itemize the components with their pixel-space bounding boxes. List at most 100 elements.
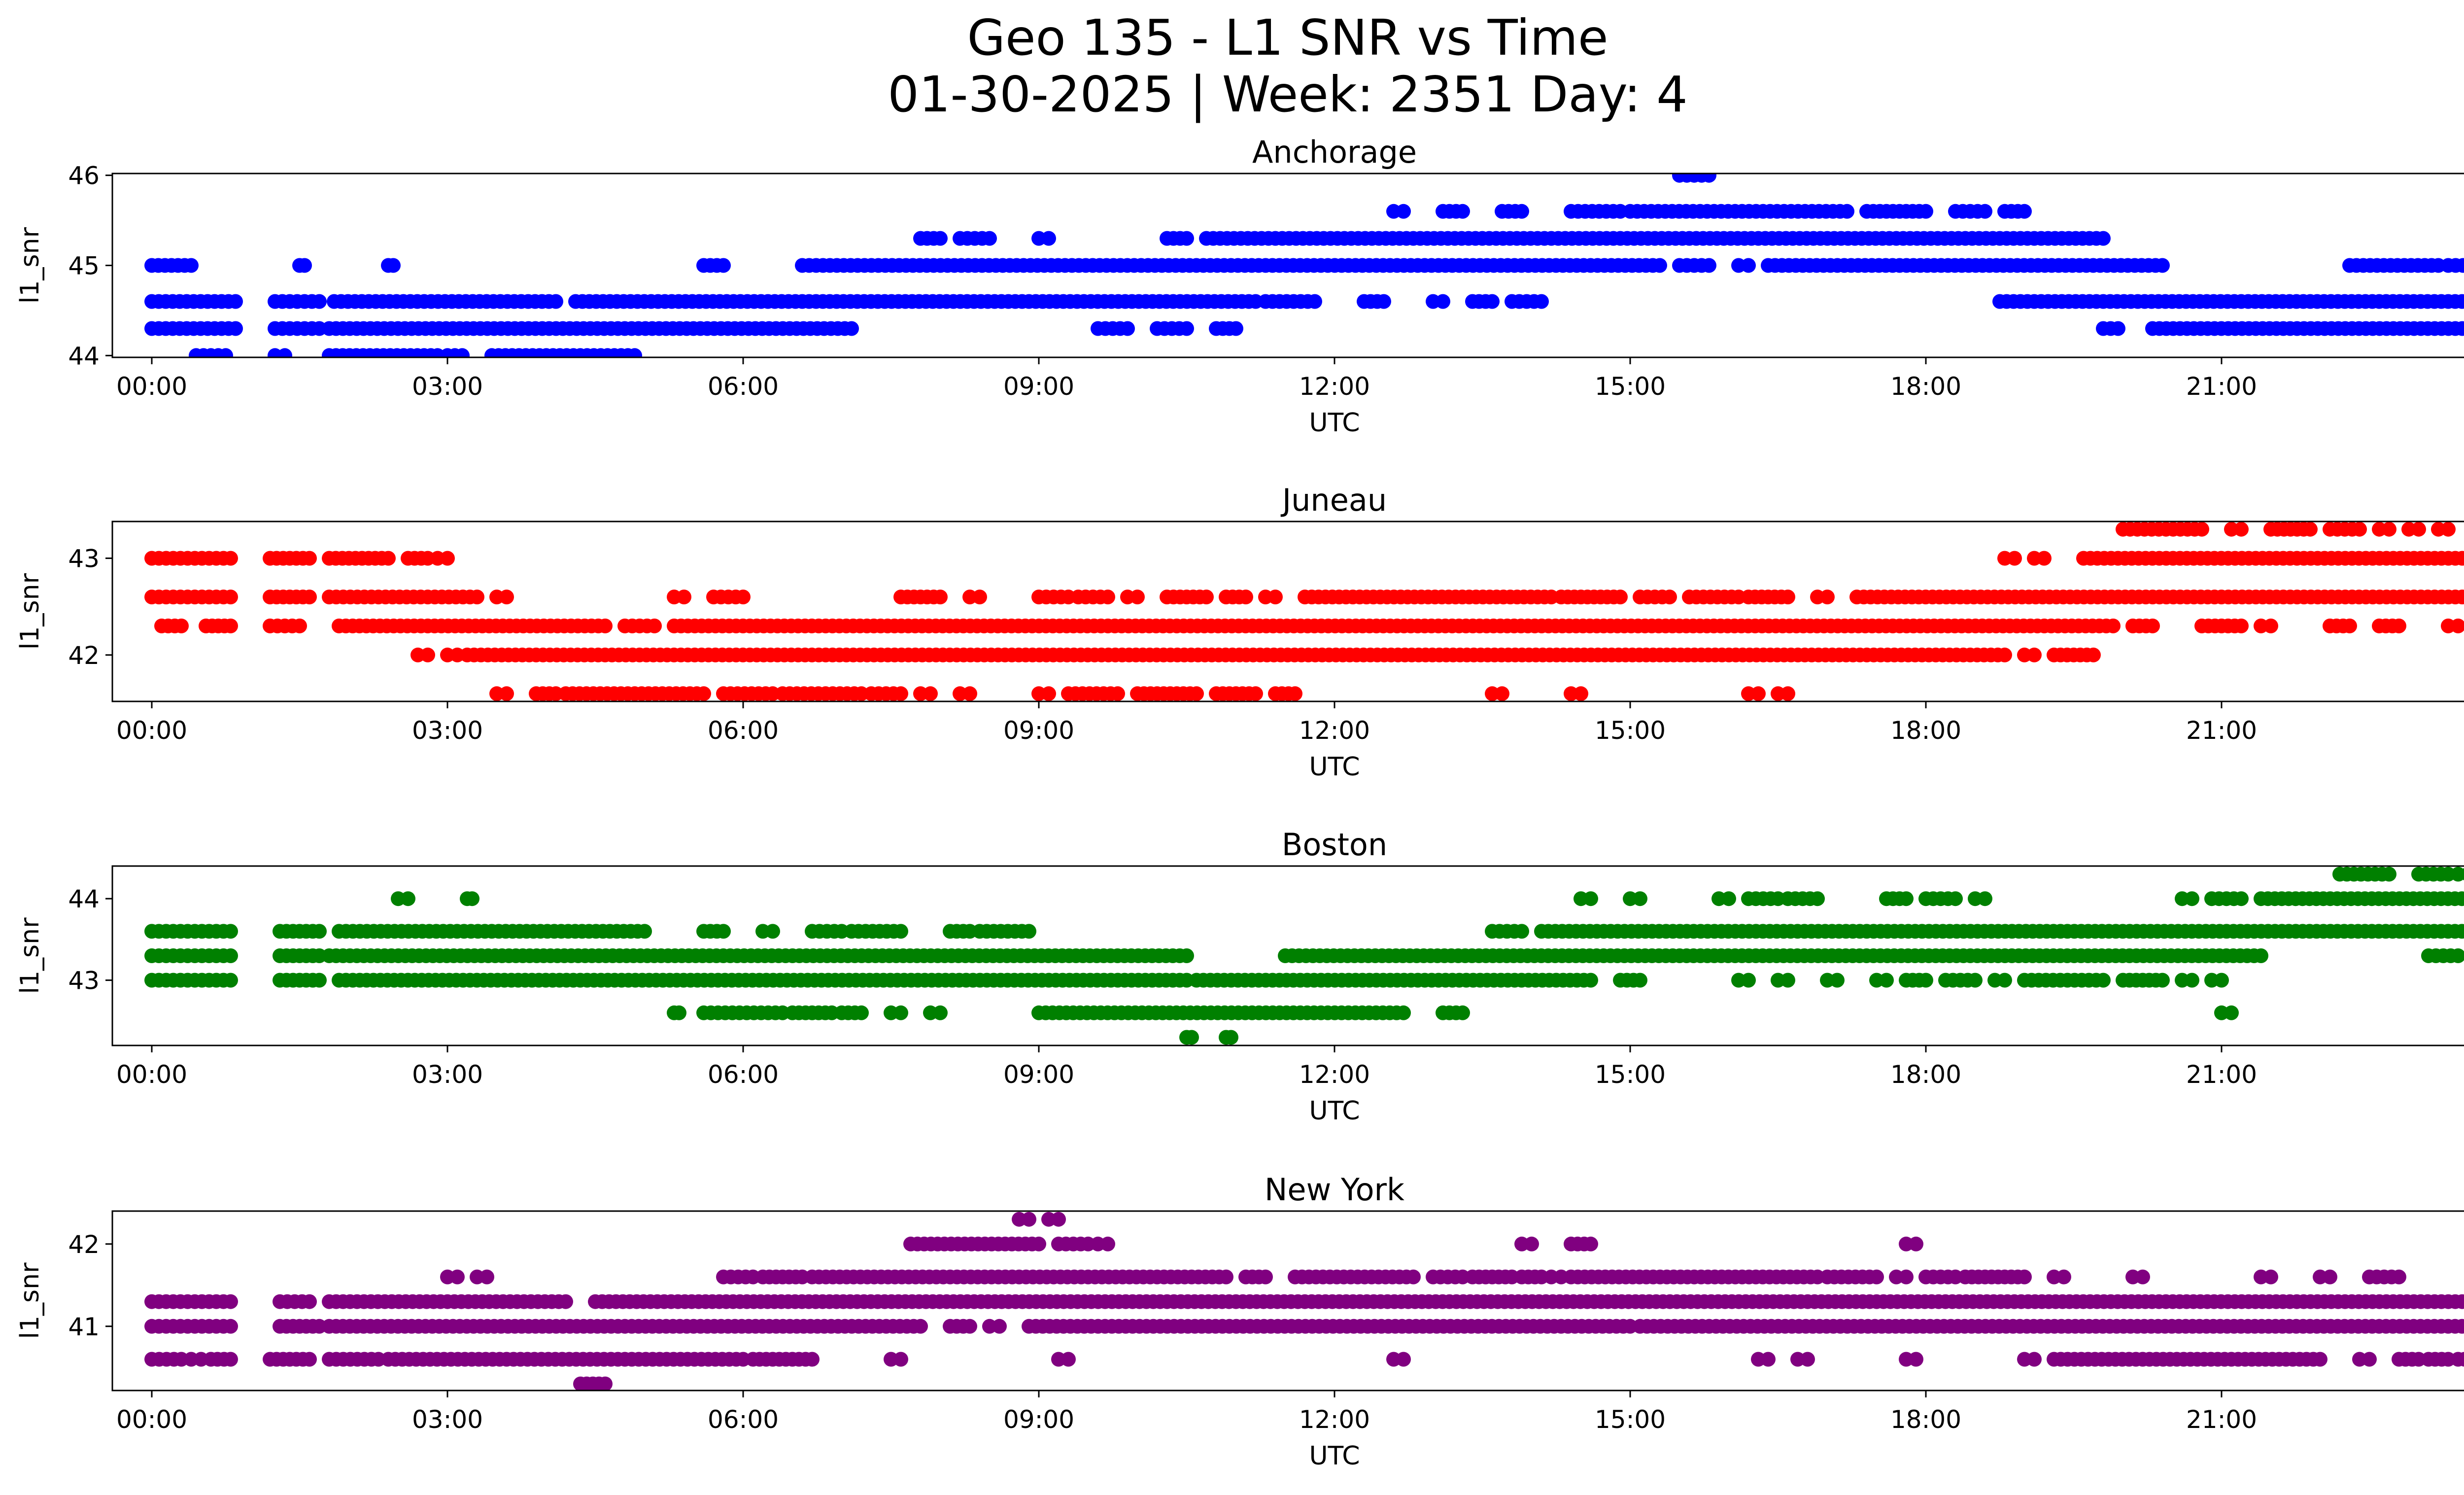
data-point <box>302 1352 317 1367</box>
chart-juneau-title: Juneau <box>1280 482 1387 518</box>
data-point <box>2455 551 2464 566</box>
data-point <box>2106 618 2121 633</box>
data-point <box>2313 1352 2327 1367</box>
chart-boston-level-42-6 <box>667 1005 2239 1020</box>
chart-boston-title: Boston <box>1282 827 1387 863</box>
chart-juneau-level-43-3 <box>2116 522 2456 537</box>
data-point <box>1022 1212 1036 1227</box>
data-point <box>297 258 312 273</box>
chart-new-york-title: New York <box>1265 1172 1404 1208</box>
data-point <box>558 1294 573 1309</box>
data-point <box>1702 174 1716 183</box>
data-point <box>933 231 948 246</box>
data-point <box>2342 618 2357 633</box>
data-point <box>2362 1352 2377 1367</box>
data-point <box>2263 1269 2278 1285</box>
data-point <box>1899 1269 1914 1285</box>
data-point <box>2454 924 2464 939</box>
data-point <box>1613 590 1628 605</box>
y-tick-label: 45 <box>68 252 100 280</box>
x-tick-label: 00:00 <box>116 1405 187 1434</box>
y-tick-label: 46 <box>68 162 100 190</box>
data-point <box>401 891 415 906</box>
x-tick-label: 00:00 <box>116 1060 187 1089</box>
chart-boston: Boston 00:00 03:00 06:00 09:00 12:00 15:00 18:0… <box>15 827 2464 1126</box>
data-point <box>1041 686 1056 701</box>
data-point <box>2352 522 2367 537</box>
chart-anchorage-points <box>144 174 2464 357</box>
x-tick-label: 18:00 <box>1890 372 1961 401</box>
x-tick-label: 12:00 <box>1299 372 1370 401</box>
chart-boston-level-43-6 <box>144 924 2464 939</box>
data-point <box>2234 891 2249 906</box>
chart-boston-points <box>144 867 2464 1045</box>
data-point <box>716 258 731 273</box>
x-tick-label: 06:00 <box>708 716 779 745</box>
data-point <box>2096 231 2111 246</box>
data-point <box>765 924 780 939</box>
data-point <box>992 1319 1007 1334</box>
data-point <box>854 1005 869 1020</box>
data-point <box>982 231 997 246</box>
data-point <box>1948 891 1963 906</box>
data-point <box>1780 973 1795 988</box>
y-tick-label: 44 <box>68 342 100 370</box>
data-point <box>499 590 514 605</box>
data-point <box>2462 591 2464 603</box>
data-point <box>972 590 987 605</box>
chart-anchorage-level-45-3 <box>913 231 2111 246</box>
chart-anchorage-level-46 <box>1672 174 1716 183</box>
data-point <box>1879 973 1894 988</box>
data-point <box>420 647 435 662</box>
data-point <box>1534 294 1549 309</box>
data-point <box>302 551 317 566</box>
data-point <box>2382 867 2396 882</box>
data-point <box>1583 891 1598 906</box>
data-point <box>1721 891 1736 906</box>
y-tick-label: 41 <box>68 1313 100 1341</box>
data-point <box>2185 891 2199 906</box>
data-point <box>228 321 243 336</box>
data-point <box>1248 686 1263 701</box>
data-point <box>1455 1005 1470 1020</box>
data-point <box>1918 973 1933 988</box>
data-point <box>2451 618 2464 633</box>
data-point <box>2461 1321 2464 1332</box>
chart-boston-y-axis-label: l1_snr <box>15 917 45 994</box>
data-point <box>2224 1005 2239 1020</box>
data-point <box>962 686 977 701</box>
data-point <box>2392 1269 2406 1285</box>
data-point <box>2455 294 2464 309</box>
chart-new-york-level-41-3 <box>144 1294 2464 1309</box>
data-point <box>677 590 691 605</box>
data-point <box>627 348 642 357</box>
chart-new-york-y-axis-label: l1_snr <box>15 1262 45 1339</box>
data-point <box>465 891 479 906</box>
figure-title-line-1: Geo 135 - L1 SNR vs Time <box>967 9 1608 67</box>
data-point <box>2234 522 2249 537</box>
data-point <box>1997 647 2012 662</box>
data-point <box>223 973 238 988</box>
chart-juneau-points <box>144 522 2464 701</box>
data-point <box>302 590 317 605</box>
data-point <box>2462 553 2464 564</box>
data-point <box>1436 294 1450 309</box>
data-point <box>2455 590 2464 605</box>
data-point <box>1514 924 1529 939</box>
data-point <box>913 1319 928 1334</box>
data-point <box>2037 551 2052 566</box>
data-point <box>962 1319 977 1334</box>
data-point <box>923 686 938 701</box>
data-point <box>933 1005 948 1020</box>
data-point <box>2096 973 2111 988</box>
data-point <box>2323 1269 2337 1285</box>
x-tick-label: 06:00 <box>708 1060 779 1089</box>
chart-anchorage-level-44-3 <box>144 321 2464 336</box>
data-point <box>1968 973 1983 988</box>
chart-boston-level-42-3 <box>1179 1030 1238 1045</box>
data-point <box>312 294 327 309</box>
data-point <box>2454 1319 2464 1334</box>
data-point <box>470 590 484 605</box>
data-point <box>1978 204 1992 219</box>
